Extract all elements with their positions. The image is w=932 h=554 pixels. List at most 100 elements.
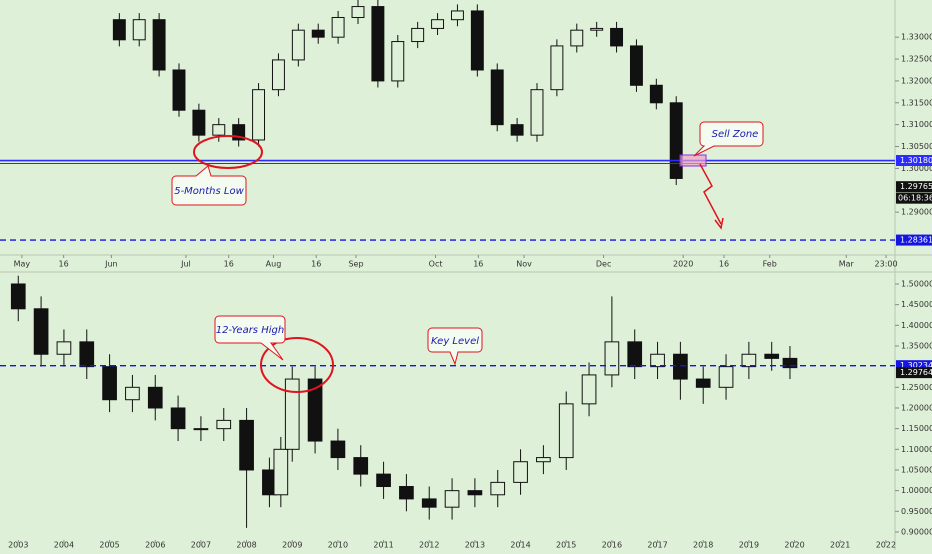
candle-body xyxy=(444,490,460,508)
y-tick-label: 1.31000 xyxy=(901,120,932,129)
x-tick-label: Jul xyxy=(180,260,191,269)
candle-body xyxy=(112,19,126,41)
x-tick-label: Feb xyxy=(763,260,777,269)
candle-body xyxy=(550,45,564,91)
x-tick-label: Jun xyxy=(104,260,118,269)
x-tick-label: Mar xyxy=(839,260,855,269)
candle-body xyxy=(536,457,551,463)
candle-body xyxy=(718,366,734,388)
candle-body xyxy=(284,378,300,450)
candle-body xyxy=(627,341,643,368)
x-tick-label: 2006 xyxy=(145,541,165,550)
x-tick-label: Sep xyxy=(348,260,363,269)
y-tick-label: 1.10000 xyxy=(901,445,932,454)
candle-body xyxy=(351,6,365,18)
x-tick-label: 2007 xyxy=(191,541,211,550)
x-tick-label: 2015 xyxy=(556,541,576,550)
candle-body xyxy=(307,378,323,442)
candle-body xyxy=(376,473,391,488)
price-label: 1.30234 xyxy=(900,361,932,370)
last-price-label: 1.29764 xyxy=(900,368,932,377)
candle-body xyxy=(530,89,544,136)
last-price-box xyxy=(896,181,932,193)
y-tick-label: 1.15000 xyxy=(901,424,932,433)
annotation: 5-Months Low xyxy=(174,186,244,197)
candle-body xyxy=(56,341,72,355)
callout xyxy=(427,327,483,366)
y-tick-label: 0.95000 xyxy=(901,507,932,516)
last-price-label: 1.29765 xyxy=(900,182,932,191)
plot-layer xyxy=(0,0,895,528)
x-tick-label: 2020 xyxy=(673,260,693,269)
countdown-label: 06:18:36 xyxy=(898,194,932,203)
y-tick-label: 1.40000 xyxy=(901,321,932,330)
candle-body xyxy=(590,27,604,31)
x-tick-label: 2004 xyxy=(54,541,74,550)
candle-body xyxy=(33,308,49,355)
x-tick-label: May xyxy=(14,260,31,269)
countdown-box xyxy=(896,192,932,204)
candle-body xyxy=(411,27,425,43)
annotation: Key Level xyxy=(431,336,479,347)
candle-body xyxy=(79,341,95,368)
candle-body xyxy=(152,19,166,71)
callout xyxy=(171,165,247,206)
last-price-box xyxy=(896,367,932,379)
sell-zone xyxy=(679,154,707,167)
y-tick-label: 1.32000 xyxy=(901,76,932,85)
x-tick-label: 2021 xyxy=(830,541,850,550)
candle-body xyxy=(193,428,209,431)
candle-body xyxy=(629,45,643,86)
x-tick-label: 2022 xyxy=(876,541,896,550)
arrow-head xyxy=(714,217,724,230)
axis-layer: 1.29000 1.30000 1.30500 1.31000 1.31500 1.320… xyxy=(8,33,932,550)
x-tick-label: Oct xyxy=(429,260,443,269)
highlight-ellipse xyxy=(260,337,334,393)
callout xyxy=(214,315,286,361)
candle-body xyxy=(353,457,369,475)
x-tick-label: 23:00 xyxy=(875,260,898,269)
x-tick-label: 16 xyxy=(719,260,729,269)
x-tick-label: 2010 xyxy=(328,541,348,550)
candle-body xyxy=(490,481,506,496)
candle-body xyxy=(399,486,414,500)
candle-body xyxy=(421,498,437,508)
candle-body xyxy=(467,490,483,496)
y-tick-label: 1.33000 xyxy=(901,33,932,42)
candle-body xyxy=(649,84,663,104)
y-tick-label: 1.31500 xyxy=(901,98,932,107)
candle-body xyxy=(558,403,574,459)
candle-body xyxy=(132,19,146,41)
x-tick-label: 2012 xyxy=(419,541,439,550)
candle-body xyxy=(291,29,305,61)
x-tick-label: 16 xyxy=(59,260,69,269)
x-tick-label: 2017 xyxy=(647,541,667,550)
arrow xyxy=(699,163,722,225)
y-tick-label: 1.00000 xyxy=(901,486,932,495)
candle-body xyxy=(490,69,504,126)
candle-body xyxy=(695,378,711,388)
candle-body xyxy=(147,386,163,409)
candle-body xyxy=(764,353,780,359)
candle-body xyxy=(330,440,346,459)
annotation: Sell Zone xyxy=(712,129,759,140)
x-tick-label: 16 xyxy=(224,260,234,269)
x-tick-label: 2009 xyxy=(282,541,302,550)
y-tick-label: 1.25000 xyxy=(901,383,932,392)
candle-body xyxy=(331,16,345,38)
x-tick-label: 16 xyxy=(473,260,483,269)
candle-body xyxy=(170,407,186,430)
x-tick-label: 2020 xyxy=(784,541,804,550)
candle-body xyxy=(581,374,597,405)
candle-body xyxy=(232,124,246,141)
candle-body xyxy=(125,386,140,401)
candle-body xyxy=(212,124,226,136)
x-tick-label: 2003 xyxy=(8,541,28,550)
y-tick-label: 1.05000 xyxy=(901,465,932,474)
y-tick-label: 1.35000 xyxy=(901,341,932,350)
candle-body xyxy=(371,6,385,82)
y-tick-label: 1.30000 xyxy=(901,164,932,173)
